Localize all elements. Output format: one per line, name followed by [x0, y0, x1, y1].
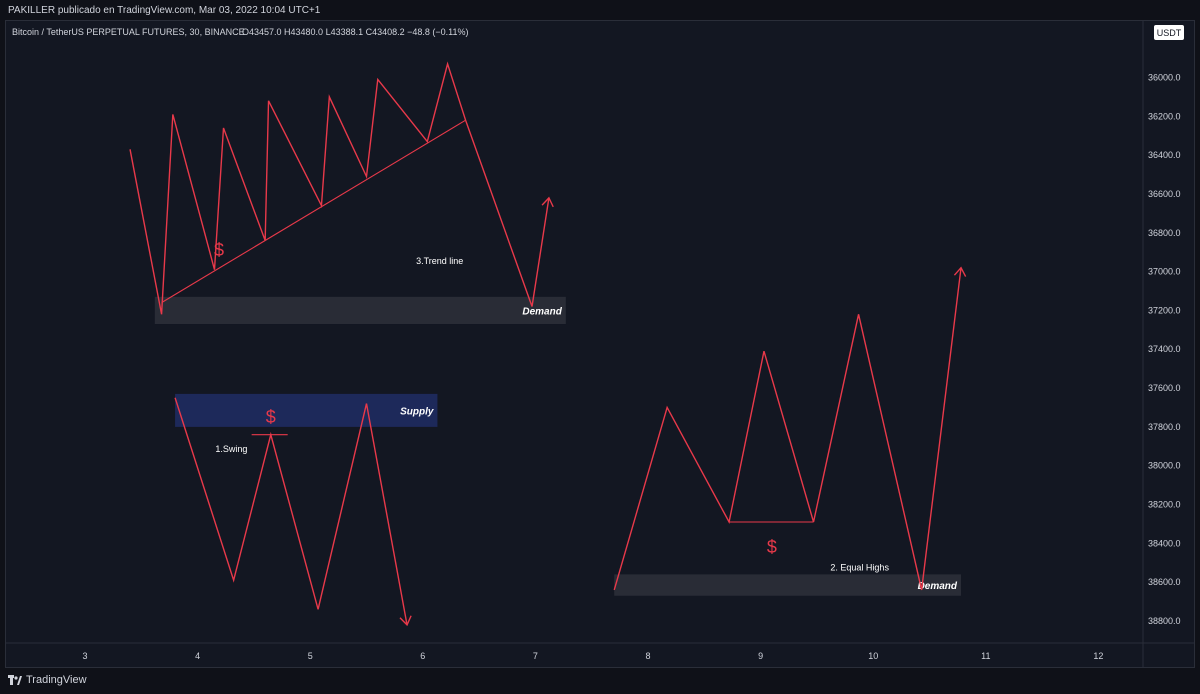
tradingview-logo[interactable]: TradingView	[8, 674, 87, 686]
price-tick-label: 36000.0	[1148, 73, 1181, 83]
equal-highs-pattern-arrowhead	[953, 266, 967, 277]
chart-svg[interactable]: Demand Supply Demand 3.Trend line 1.Swing 2.…	[6, 21, 1194, 667]
drawings-layer	[129, 61, 967, 627]
dollar-equal-highs: $	[767, 537, 777, 557]
price-tick-label: 38600.0	[1148, 577, 1181, 587]
demand-zone-1	[154, 296, 566, 325]
price-tick-label: 36600.0	[1148, 189, 1181, 199]
time-tick-label: 3	[82, 651, 87, 661]
demand-zone-1-label: Demand	[522, 306, 562, 317]
price-tick-label: 38000.0	[1148, 461, 1181, 471]
time-axis: 3 4 5 6 7 8 9 10 11 12	[82, 651, 1103, 661]
price-tick-label: 38200.0	[1148, 500, 1181, 510]
annotations-layer: 3.Trend line 1.Swing 2. Equal Highs $ $ $	[214, 240, 889, 572]
currency-badge[interactable]: USDT	[1157, 28, 1182, 38]
supply-zone	[175, 393, 438, 427]
zones-layer: Demand Supply Demand	[154, 296, 962, 596]
price-tick-label: 36800.0	[1148, 228, 1181, 238]
time-tick-label: 7	[533, 651, 538, 661]
dollar-trend: $	[214, 240, 224, 260]
time-tick-label: 12	[1093, 651, 1103, 661]
publisher-bar: PAKILLER publicado en TradingView.com, M…	[0, 0, 1200, 20]
demand-zone-2	[614, 574, 962, 596]
trendline-pattern	[129, 61, 550, 315]
time-tick-label: 9	[758, 651, 763, 661]
price-tick-label: 37000.0	[1148, 267, 1181, 277]
trend-line	[161, 119, 466, 304]
demand-zone-2-label: Demand	[918, 581, 958, 592]
price-tick-label: 37800.0	[1148, 422, 1181, 432]
time-tick-label: 5	[308, 651, 313, 661]
price-tick-label: 38400.0	[1148, 538, 1181, 548]
time-tick-label: 4	[195, 651, 200, 661]
price-tick-label: 37400.0	[1148, 344, 1181, 354]
trendline-pattern-arrowhead	[541, 196, 554, 208]
time-tick-label: 10	[868, 651, 878, 661]
label-trend-line: 3.Trend line	[416, 256, 463, 266]
chart-frame[interactable]: Demand Supply Demand 3.Trend line 1.Swing 2.…	[5, 20, 1195, 668]
time-tick-label: 8	[645, 651, 650, 661]
footer-bar	[0, 668, 1200, 694]
time-tick-label: 11	[981, 651, 990, 661]
price-tick-label: 37600.0	[1148, 383, 1181, 393]
supply-zone-label: Supply	[400, 406, 434, 417]
symbol-title: Bitcoin / TetherUS PERPETUAL FUTURES, 30…	[12, 27, 245, 37]
symbol-ohlc: O43457.0 H43480.0 L43388.1 C43408.2 −48.…	[242, 27, 469, 37]
price-tick-label: 36200.0	[1148, 111, 1181, 121]
price-tick-label: 38800.0	[1148, 616, 1181, 626]
tradingview-icon	[8, 675, 22, 686]
price-tick-label: 36400.0	[1148, 150, 1181, 160]
tradingview-brand: TradingView	[26, 674, 87, 686]
label-equal-highs: 2. Equal Highs	[830, 563, 889, 573]
publisher-text: PAKILLER publicado en TradingView.com, M…	[8, 5, 321, 16]
price-axis: 36000.0 36200.0 36400.0 36600.0 36800.0 37000…	[1148, 73, 1181, 626]
label-swing: 1.Swing	[215, 444, 247, 454]
currency-badge-bg	[1154, 25, 1184, 40]
swing-pattern	[174, 397, 408, 625]
time-tick-label: 6	[420, 651, 425, 661]
equal-highs-pattern	[613, 267, 962, 591]
swing-pattern-arrowhead	[399, 615, 412, 627]
dollar-swing: $	[266, 407, 276, 427]
price-tick-label: 37200.0	[1148, 305, 1181, 315]
